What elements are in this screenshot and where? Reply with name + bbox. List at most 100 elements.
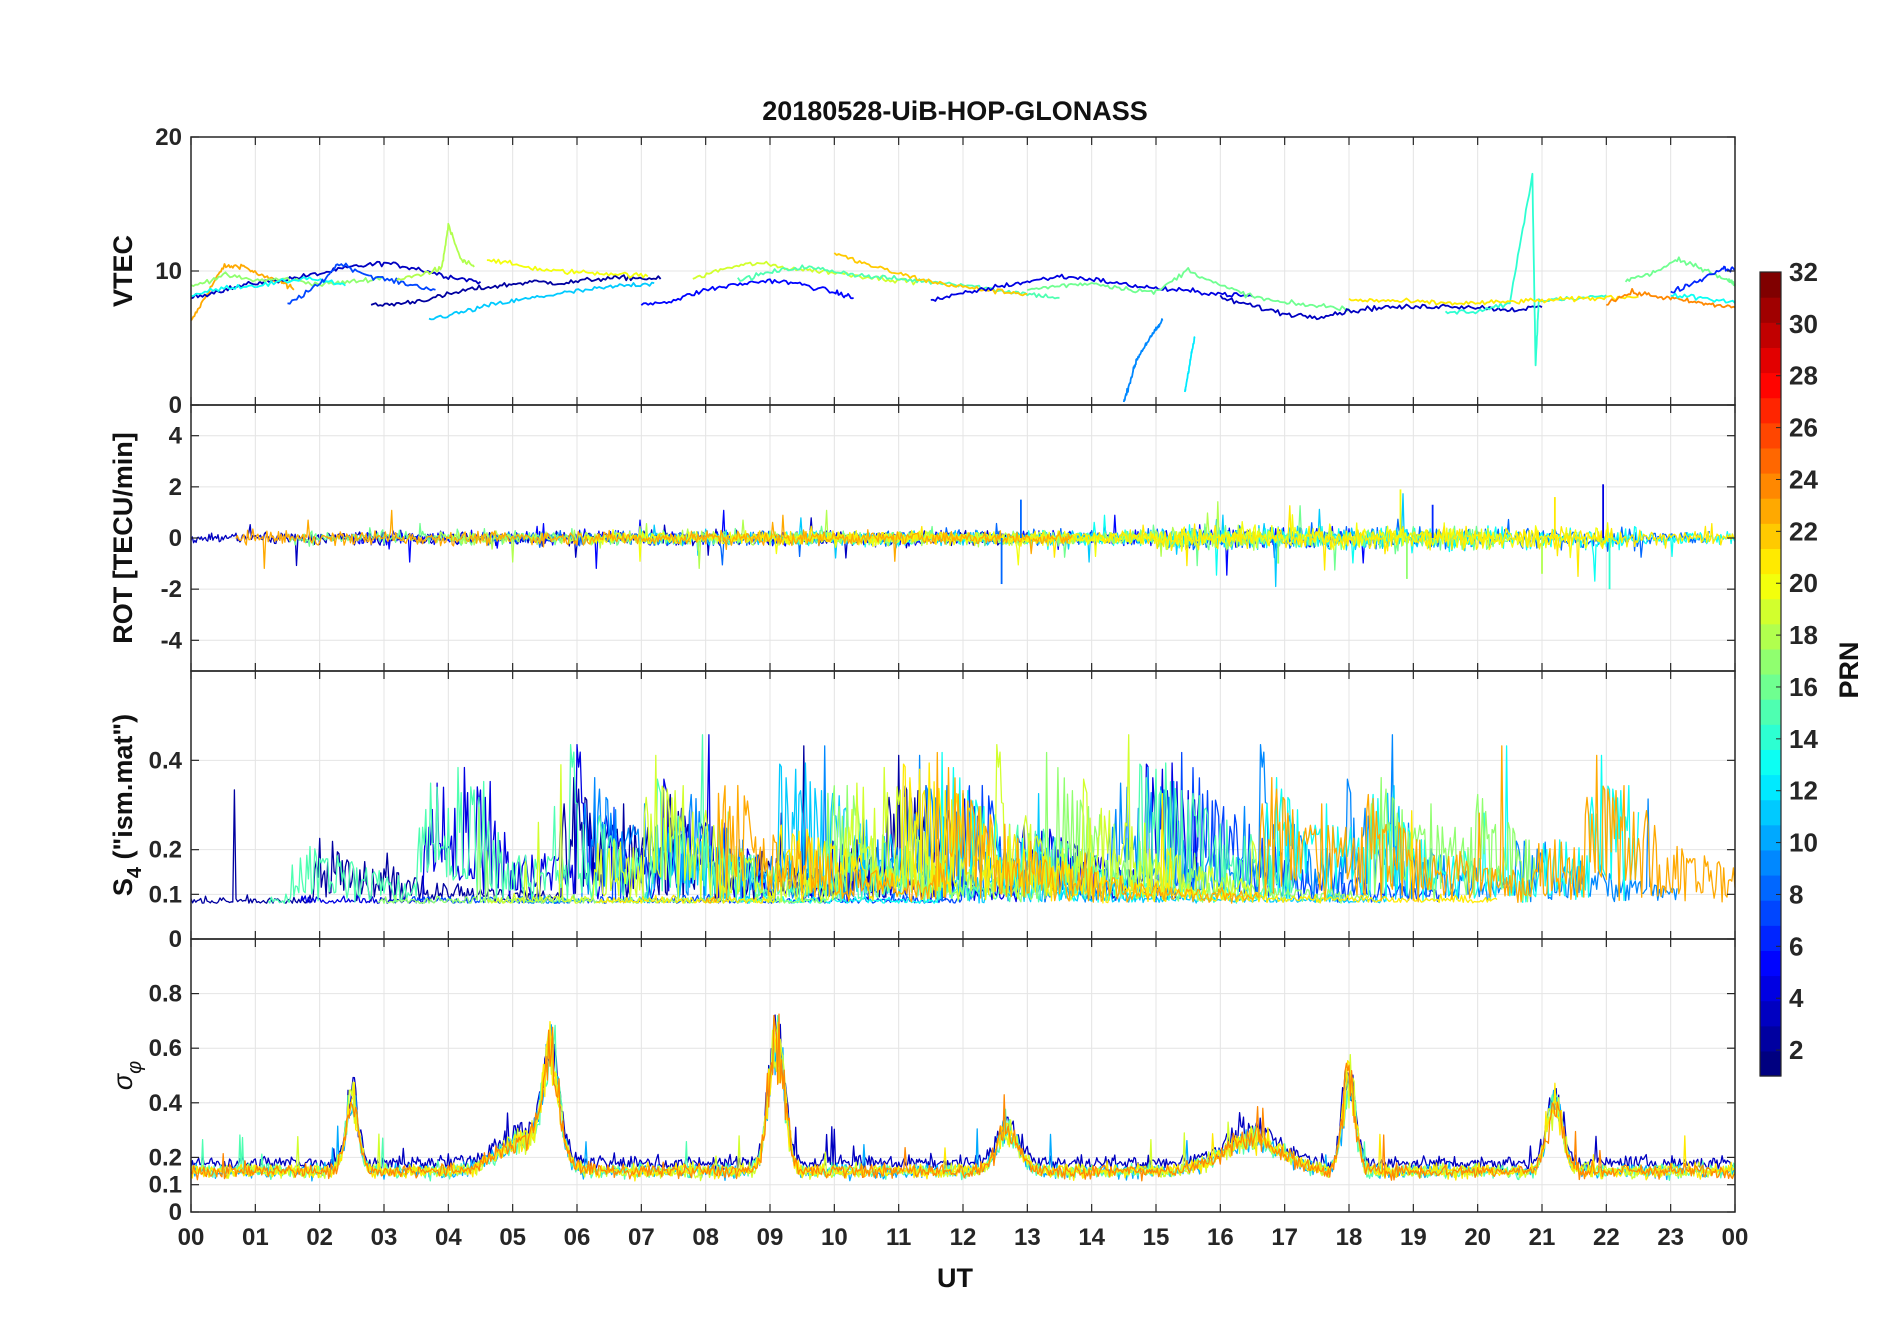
x-tick-label: 15: [1143, 1224, 1170, 1251]
x-tick-label: 04: [435, 1224, 462, 1251]
panel-vtec: 0 10 20 VTEC: [108, 124, 1736, 419]
colorbar-tick-label: 26: [1789, 413, 1818, 443]
colorbar-tick-label: 22: [1789, 516, 1818, 546]
vtec-trace-prn-16: [1624, 256, 1736, 287]
colorbar-band: [1760, 598, 1781, 625]
x-tick-label: 09: [757, 1224, 784, 1251]
sigma-y-tick-label: 0.6: [149, 1035, 182, 1062]
vtec-trace-prn-9: [1122, 318, 1164, 403]
colorbar-band: [1760, 799, 1781, 826]
colorbar-band: [1760, 523, 1781, 549]
s4-y-label-rest: ("ism.mat"): [108, 714, 138, 867]
colorbar-band: [1760, 623, 1781, 650]
colorbar-tick-label: 6: [1789, 931, 1803, 961]
colorbar-band: [1760, 372, 1781, 399]
colorbar-tick-label: 18: [1789, 620, 1818, 650]
rot-y-tick-label: 0: [169, 525, 182, 552]
colorbar-tick-label: 16: [1789, 672, 1818, 702]
rot-trace-prn-23: [235, 509, 1073, 569]
colorbar-band: [1760, 1025, 1781, 1052]
colorbar-tick-label: 2: [1789, 1035, 1803, 1065]
rot-y-tick-label: -4: [161, 627, 183, 654]
colorbar-tick-label: 20: [1789, 568, 1818, 598]
x-axis: 00 01 02 03 04 05 06 07 08 09 10 11 12 13 14 15 16 17 18 19…: [178, 1224, 1749, 1251]
colorbar-band: [1760, 674, 1781, 700]
sigma-y-tick-label: 0.4: [149, 1090, 183, 1117]
colorbar-band: [1760, 875, 1781, 901]
s4-trace-prn-13: [737, 745, 1640, 904]
x-tick-label: 14: [1078, 1224, 1105, 1251]
colorbar-band: [1760, 925, 1781, 951]
vtec-y-label: VTEC: [108, 235, 138, 307]
colorbar-band: [1760, 473, 1781, 499]
colorbar-tick-label: 8: [1789, 879, 1803, 909]
x-tick-label: 08: [692, 1224, 719, 1251]
colorbar-band: [1760, 397, 1781, 424]
panel-sigma: 00.10.2 0.4 0.6 0.8 σφ: [108, 938, 1736, 1226]
colorbar-tick-label: 10: [1789, 828, 1818, 858]
colorbar-band: [1760, 1050, 1781, 1077]
colorbar-band: [1760, 749, 1781, 776]
vtec-trace-prn-17: [190, 271, 385, 288]
vtec-trace-prn-21: [1348, 294, 1639, 306]
x-tick-label: 07: [628, 1224, 655, 1251]
colorbar-tick-label: 14: [1789, 724, 1818, 754]
sigma-y-label-sub: φ: [124, 1061, 146, 1074]
colorbar-tick-label: 32: [1789, 257, 1818, 287]
rot-y-label: ROT [TECU/min]: [108, 432, 138, 643]
colorbar-band: [1760, 573, 1781, 600]
s4-y-label-main: S: [108, 878, 138, 896]
colorbar-tick-label: 24: [1789, 464, 1818, 494]
colorbar-band: [1760, 322, 1781, 348]
vtec-trace-prn-2: [370, 274, 662, 307]
x-tick-label: 19: [1400, 1224, 1427, 1251]
colorbar-band: [1760, 447, 1781, 474]
sigma-y-label: σφ: [108, 1061, 146, 1090]
colorbar-tick-label: 12: [1789, 776, 1818, 806]
vtec-trace-prn-12: [1184, 336, 1196, 393]
vtec-trace-prn-18: [396, 222, 475, 281]
vtec-trace-prn-24: [1606, 287, 1736, 309]
s4-y-label-sub: 4: [124, 866, 146, 878]
x-tick-label: 02: [306, 1224, 333, 1251]
colorbar-tick-label: 30: [1789, 309, 1818, 339]
x-axis-label: UT: [937, 1263, 973, 1293]
colorbar-band: [1760, 297, 1781, 323]
vtec-y-tick-label: 10: [155, 258, 182, 285]
vtec-y-tick-label: 0: [169, 392, 182, 419]
sigma-y-tick-label: 0.1: [149, 1172, 182, 1199]
s4-traces: [190, 734, 1736, 904]
vtec-trace-prn-5: [640, 278, 854, 306]
x-tick-label: 01: [242, 1224, 269, 1251]
x-tick-label: 16: [1207, 1224, 1234, 1251]
rot-y-tick-label: -2: [161, 576, 182, 603]
vtec-traces: [190, 172, 1736, 403]
vtec-trace-prn-22: [833, 252, 1028, 297]
s4-y-label: S4 ("ism.mat"): [108, 714, 146, 896]
vtec-trace-prn-13: [1670, 292, 1736, 304]
sigma-y-label-main: σ: [108, 1072, 138, 1090]
colorbar-band: [1760, 950, 1781, 977]
x-tick-label: 03: [371, 1224, 398, 1251]
colorbar-band: [1760, 699, 1781, 725]
sigma-y-tick-label: 0.8: [149, 981, 182, 1008]
colorbar-band: [1760, 648, 1781, 675]
vtec-trace-prn-20: [486, 258, 649, 279]
sigma-axes: 00.10.2 0.4 0.6 0.8: [149, 938, 1736, 1226]
x-tick-label: 10: [821, 1224, 848, 1251]
vtec-trace-prn-13: [190, 276, 346, 298]
vtec-trace-prn-11: [428, 281, 655, 321]
colorbar-frame: [1759, 271, 1782, 1077]
vtec-trace-prn-16: [1027, 266, 1350, 312]
x-tick-label: 20: [1464, 1224, 1491, 1251]
s4-trace-prn-2: [190, 745, 963, 904]
s4-y-tick-label: 0.4: [149, 747, 183, 774]
colorbar-band: [1760, 548, 1781, 575]
rot-y-tick-label: 2: [169, 474, 182, 501]
colorbar-band: [1760, 422, 1781, 449]
colorbar-band: [1760, 272, 1781, 298]
x-tick-label: 21: [1529, 1224, 1556, 1251]
rot-traces: [190, 484, 1736, 590]
